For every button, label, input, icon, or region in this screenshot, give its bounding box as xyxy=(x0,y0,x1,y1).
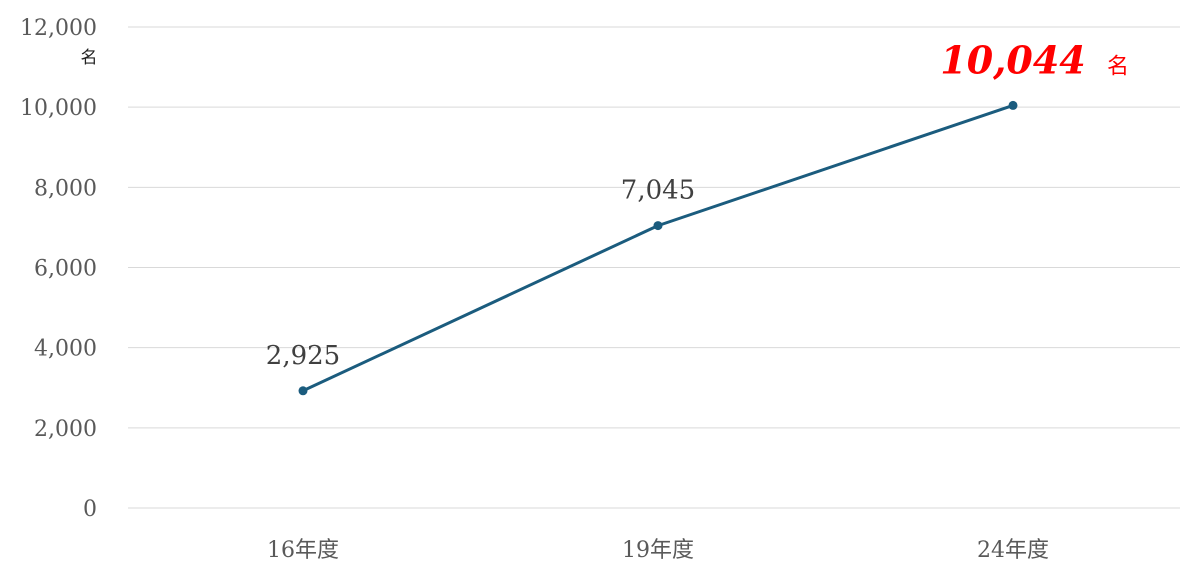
x-tick-label: 16年度 xyxy=(267,538,339,561)
y-axis-unit: 名 xyxy=(81,48,98,68)
data-label: 7,045 xyxy=(621,176,695,206)
y-tick-label: 4,000 xyxy=(34,337,97,362)
data-point xyxy=(1008,100,1018,110)
data-label: 2,925 xyxy=(266,341,340,371)
data-labels: 2,925 7,045 xyxy=(266,176,695,371)
gridlines xyxy=(128,26,1180,509)
y-tick-label: 0 xyxy=(83,497,97,522)
series-line-group xyxy=(298,100,1018,396)
highlight-unit-label: 名 xyxy=(1107,54,1129,79)
x-tick-label: 19年度 xyxy=(622,538,694,561)
y-tick-label: 2,000 xyxy=(34,417,97,442)
x-tick-label: 24年度 xyxy=(977,538,1049,561)
y-axis-ticks: 0 2,000 4,000 6,000 8,000 10,000 12,000 xyxy=(20,16,97,522)
data-point xyxy=(653,221,663,231)
y-tick-label: 6,000 xyxy=(34,257,97,282)
y-tick-label: 10,000 xyxy=(20,96,97,121)
data-point xyxy=(298,386,308,396)
y-tick-label: 12,000 xyxy=(20,16,97,41)
highlight-value-label: 10,044 xyxy=(940,37,1085,82)
y-tick-label: 8,000 xyxy=(34,176,97,201)
x-axis-ticks: 16年度 19年度 24年度 xyxy=(267,538,1049,561)
